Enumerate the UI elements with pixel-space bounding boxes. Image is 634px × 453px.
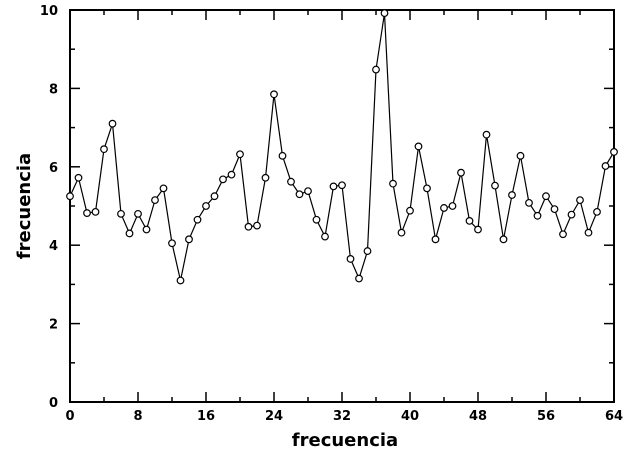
data-point [423, 184, 431, 193]
data-point [151, 196, 159, 205]
x-tick-label: 0 [65, 409, 74, 424]
data-point [295, 190, 304, 199]
data-point [516, 151, 525, 160]
data-point [91, 207, 100, 216]
x-tick-label: 24 [265, 409, 283, 424]
data-point [482, 130, 491, 139]
series-layer [66, 9, 618, 285]
data-point [287, 177, 295, 186]
x-tick-label: 40 [401, 409, 419, 424]
series-line [69, 13, 615, 281]
data-point [508, 191, 516, 199]
y-tick-label: 6 [49, 161, 58, 176]
data-point [185, 235, 193, 244]
x-tick-label: 48 [469, 409, 487, 424]
data-point [491, 181, 499, 190]
x-tick-label: 8 [133, 409, 142, 424]
data-point [210, 192, 219, 201]
data-point [542, 192, 550, 201]
y-tick-label: 10 [40, 4, 58, 19]
data-point [83, 209, 91, 217]
data-point [278, 151, 287, 160]
data-point [202, 202, 210, 210]
y-tick-label: 4 [49, 239, 58, 254]
data-point [346, 255, 355, 263]
x-tick-label: 56 [537, 409, 555, 424]
data-point [134, 209, 142, 218]
data-point [338, 181, 346, 190]
data-point [253, 221, 261, 230]
data-point [457, 168, 465, 177]
data-point [525, 198, 533, 207]
data-point [610, 148, 618, 156]
data-point [261, 173, 270, 182]
plot-layer [69, 9, 615, 403]
data-point [363, 247, 372, 255]
x-tick-label: 64 [605, 409, 623, 424]
data-point [567, 210, 576, 219]
data-point [474, 225, 482, 234]
y-axis-title: frecuencia [14, 153, 35, 259]
data-point [576, 196, 584, 205]
data-point [593, 207, 601, 216]
data-point [117, 209, 125, 218]
data-point [440, 204, 448, 212]
data-point [244, 222, 253, 231]
data-point [380, 9, 389, 18]
data-point [304, 187, 312, 196]
data-point [168, 239, 176, 248]
data-point [550, 205, 559, 214]
data-point [406, 206, 414, 215]
data-point [533, 211, 542, 220]
data-point [448, 202, 457, 210]
data-point [142, 225, 151, 234]
data-point [372, 65, 380, 74]
data-point [355, 274, 363, 283]
data-point [219, 175, 227, 184]
y-tick-label: 8 [49, 82, 58, 97]
data-point [227, 170, 236, 179]
data-point [159, 184, 168, 193]
data-point [397, 228, 406, 237]
y-tick-label: 2 [49, 318, 58, 333]
x-axis-title: frecuencia [292, 430, 398, 451]
data-point [236, 150, 244, 159]
data-point [499, 235, 508, 244]
y-tick-label: 0 [49, 396, 58, 411]
data-point [465, 216, 474, 225]
data-point [389, 179, 397, 188]
x-tick-label: 32 [333, 409, 351, 424]
data-point [584, 228, 593, 237]
data-point [66, 192, 74, 201]
data-point [74, 173, 83, 182]
data-point [108, 119, 117, 128]
plot-frame [69, 9, 615, 403]
x-tick-label: 16 [197, 409, 215, 424]
data-point [414, 142, 423, 151]
data-point [601, 162, 610, 170]
data-point [431, 235, 440, 244]
data-point [176, 276, 185, 285]
data-point [559, 230, 567, 239]
data-point [312, 215, 321, 224]
data-point [270, 90, 278, 99]
data-point [329, 182, 338, 191]
data-point [100, 145, 108, 154]
data-point [125, 229, 134, 238]
data-point [193, 215, 202, 224]
data-point [321, 232, 329, 241]
